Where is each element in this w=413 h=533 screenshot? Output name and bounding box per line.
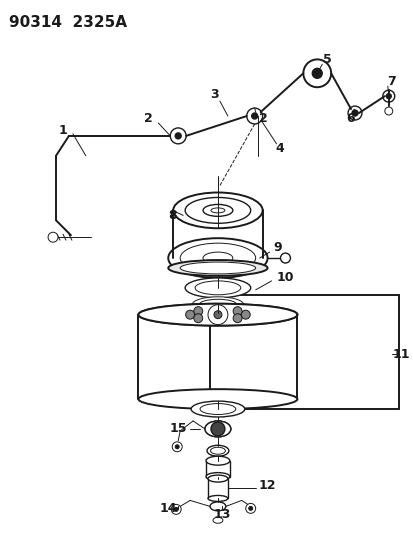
- Ellipse shape: [206, 445, 228, 456]
- Circle shape: [351, 110, 357, 116]
- Ellipse shape: [180, 243, 255, 273]
- Ellipse shape: [173, 192, 262, 228]
- Ellipse shape: [199, 299, 236, 310]
- Circle shape: [251, 113, 257, 119]
- Circle shape: [193, 314, 202, 322]
- Circle shape: [185, 310, 194, 319]
- Ellipse shape: [192, 297, 243, 313]
- Circle shape: [214, 311, 221, 319]
- Ellipse shape: [206, 456, 229, 465]
- Ellipse shape: [202, 252, 232, 264]
- Text: 15: 15: [169, 423, 187, 435]
- Circle shape: [280, 253, 290, 263]
- Circle shape: [303, 59, 330, 87]
- Text: 1: 1: [59, 124, 67, 138]
- Text: 2: 2: [259, 112, 267, 125]
- Circle shape: [245, 503, 255, 513]
- Text: 12: 12: [258, 479, 275, 492]
- Circle shape: [193, 306, 202, 316]
- Circle shape: [171, 504, 181, 514]
- Circle shape: [241, 310, 249, 319]
- Ellipse shape: [191, 401, 244, 417]
- Circle shape: [175, 445, 179, 449]
- Ellipse shape: [212, 518, 222, 523]
- Circle shape: [384, 107, 392, 115]
- Ellipse shape: [168, 260, 267, 276]
- Circle shape: [174, 507, 178, 511]
- Circle shape: [48, 232, 58, 242]
- Ellipse shape: [185, 197, 250, 223]
- Text: 6: 6: [346, 112, 354, 125]
- Ellipse shape: [202, 205, 232, 216]
- Bar: [206, 461, 229, 477]
- Circle shape: [213, 315, 222, 324]
- Circle shape: [170, 128, 186, 144]
- Ellipse shape: [207, 475, 227, 482]
- Circle shape: [172, 442, 182, 452]
- Circle shape: [246, 108, 262, 124]
- Ellipse shape: [207, 496, 227, 502]
- Ellipse shape: [195, 281, 240, 295]
- Ellipse shape: [209, 502, 225, 511]
- Circle shape: [233, 314, 242, 322]
- Text: 13: 13: [213, 508, 230, 521]
- Bar: [209, 295, 398, 409]
- Text: 10: 10: [276, 271, 294, 285]
- Circle shape: [385, 94, 390, 99]
- Circle shape: [213, 305, 222, 314]
- Ellipse shape: [204, 421, 230, 437]
- Bar: [207, 479, 227, 498]
- Circle shape: [382, 90, 394, 102]
- Ellipse shape: [138, 389, 297, 409]
- Circle shape: [211, 422, 224, 436]
- Ellipse shape: [180, 262, 255, 274]
- Text: 4: 4: [275, 142, 283, 155]
- Ellipse shape: [138, 304, 297, 326]
- Text: 9: 9: [273, 240, 281, 254]
- Text: 3: 3: [210, 87, 219, 101]
- Ellipse shape: [206, 473, 229, 481]
- Text: 5: 5: [322, 53, 331, 66]
- Ellipse shape: [204, 421, 230, 437]
- Ellipse shape: [199, 403, 235, 415]
- Text: 2: 2: [144, 112, 152, 125]
- Ellipse shape: [211, 208, 224, 213]
- Ellipse shape: [185, 278, 250, 298]
- Text: 8: 8: [168, 209, 176, 222]
- Ellipse shape: [168, 238, 267, 278]
- Text: 14: 14: [159, 502, 177, 515]
- Circle shape: [311, 68, 321, 78]
- Circle shape: [175, 133, 181, 139]
- Text: 11: 11: [392, 348, 409, 361]
- Ellipse shape: [210, 447, 225, 454]
- Ellipse shape: [138, 304, 297, 326]
- Circle shape: [207, 305, 227, 325]
- Text: 90314  2325A: 90314 2325A: [9, 15, 127, 30]
- Circle shape: [233, 306, 242, 316]
- Text: 7: 7: [387, 75, 395, 88]
- Circle shape: [347, 106, 361, 120]
- Circle shape: [248, 506, 252, 511]
